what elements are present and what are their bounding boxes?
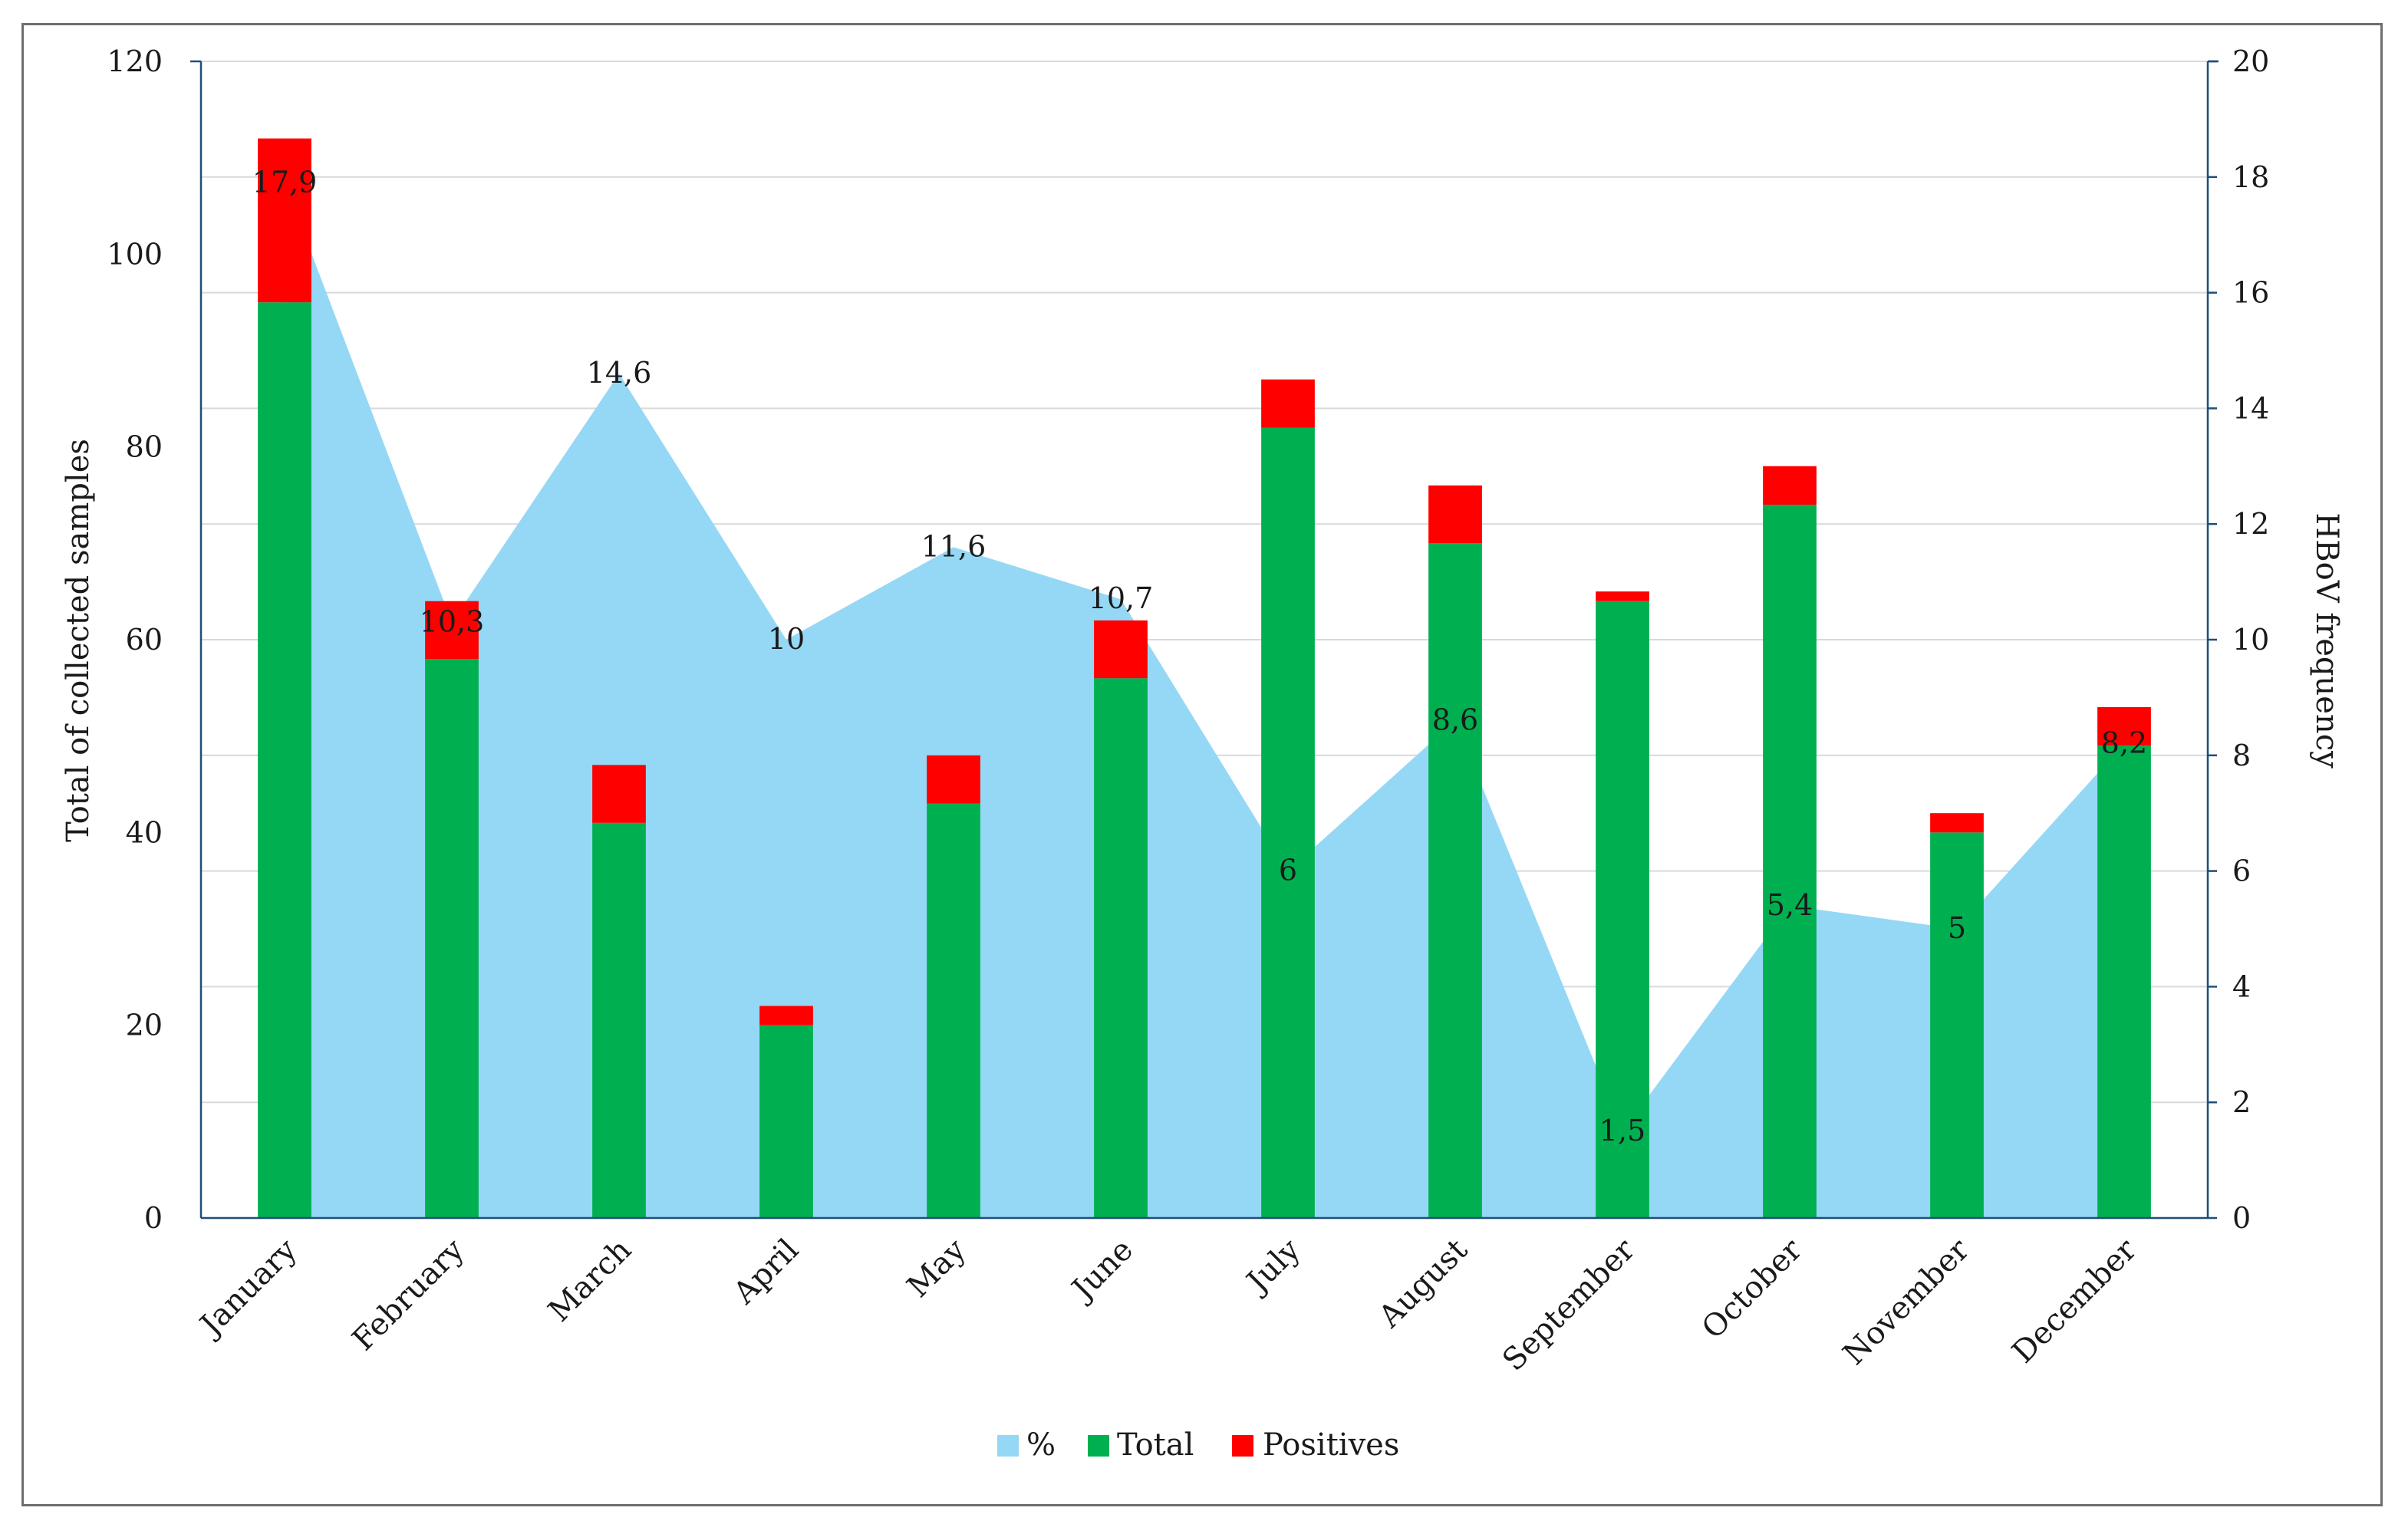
bar-positives	[1428, 485, 1482, 544]
legend-swatch-total	[1088, 1435, 1109, 1457]
y2-tick-label: 20	[2232, 44, 2269, 78]
percent-data-label: 10,3	[420, 604, 485, 638]
bar-positives	[1763, 466, 1817, 505]
percent-data-label: 1,5	[1599, 1114, 1645, 1147]
category-label: August	[1372, 1233, 1474, 1335]
y-tick-label: 100	[107, 237, 163, 271]
legend: % Total Positives	[997, 1427, 1399, 1463]
bar-positives	[759, 1006, 813, 1025]
bar-total	[425, 659, 479, 1218]
bars-layer	[258, 138, 2151, 1219]
bar-positives	[592, 765, 646, 823]
bar-positives	[2097, 706, 2151, 746]
bar-positives	[1261, 379, 1315, 428]
bar-total	[258, 302, 311, 1219]
y2-tick-label: 0	[2232, 1201, 2251, 1235]
y2-tick-label: 2	[2232, 1085, 2251, 1119]
y2-tick-label: 6	[2232, 854, 2251, 888]
data-labels: 17,9 10,3 14,6 10 11,6 10,7 6 8,6 1,5 5,4 5 8,2	[252, 165, 2148, 1147]
ticks-layer: 0 20 40 60 80 100 120 0 2 4 6 8 10 12 14 16 18 20	[107, 44, 2269, 1235]
y-tick-label: 20	[126, 1009, 163, 1042]
percent-data-label: 10,7	[1089, 581, 1154, 615]
bar-positives	[258, 138, 311, 303]
category-label: June	[1063, 1233, 1140, 1309]
category-label: February	[346, 1232, 472, 1358]
category-label: May	[901, 1232, 973, 1305]
category-labels: January February March April May June July Augu…	[192, 1232, 2144, 1378]
y2-axis-title: HBoV frequency	[2309, 512, 2344, 769]
y2-tick-label: 10	[2232, 623, 2269, 657]
bar-positives	[1596, 591, 1649, 601]
bar-total	[592, 822, 646, 1218]
y2-tick-label: 16	[2232, 276, 2269, 310]
percent-area-layer	[285, 183, 2124, 1219]
y-tick-label: 40	[126, 815, 163, 849]
bar-total	[1261, 427, 1315, 1218]
y2-tick-label: 14	[2232, 391, 2269, 425]
legend-label-percent: %	[1026, 1427, 1056, 1463]
category-label: July	[1238, 1232, 1307, 1301]
bar-positives	[1094, 620, 1148, 679]
y2-tick-label: 8	[2232, 739, 2251, 772]
percent-data-label: 6	[1279, 854, 1297, 887]
percent-data-label: 11,6	[921, 529, 987, 563]
percent-data-label: 14,6	[587, 356, 652, 390]
legend-swatch-positives	[1232, 1435, 1253, 1457]
category-label: September	[1496, 1232, 1642, 1378]
bar-positives	[425, 601, 479, 660]
bar-total	[1094, 678, 1148, 1218]
percent-area	[285, 183, 2124, 1219]
bar-total	[1930, 832, 1984, 1218]
bar-total	[1596, 601, 1649, 1218]
percent-data-label: 10	[768, 622, 805, 656]
category-label: March	[542, 1233, 638, 1329]
bar-total	[1763, 505, 1817, 1218]
y2-tick-label: 18	[2232, 160, 2269, 194]
legend-label-total: Total	[1117, 1427, 1194, 1463]
percent-data-label: 17,9	[252, 165, 318, 199]
bar-total	[2097, 746, 2151, 1218]
bar-total	[759, 1025, 813, 1218]
bar-positives	[927, 755, 980, 804]
category-label: October	[1695, 1232, 1810, 1346]
y-axis-title: Total of collected samples	[61, 439, 96, 842]
percent-data-label: 5,4	[1767, 888, 1813, 922]
y2-tick-label: 12	[2232, 507, 2269, 541]
legend-swatch-percent	[997, 1435, 1019, 1457]
category-label: January	[192, 1232, 305, 1345]
bar-total	[927, 803, 980, 1218]
y-tick-label: 60	[126, 623, 163, 657]
legend-label-positives: Positives	[1263, 1427, 1399, 1463]
percent-data-label: 5	[1948, 911, 1966, 945]
bar-positives	[1930, 813, 1984, 833]
category-label: December	[2005, 1232, 2143, 1370]
chart-frame	[21, 23, 2383, 1506]
y-tick-label: 80	[126, 430, 163, 464]
bar-total	[1428, 543, 1482, 1218]
percent-data-label: 8,2	[2101, 726, 2147, 760]
category-label: November	[1836, 1232, 1977, 1372]
category-label: April	[726, 1233, 805, 1312]
y-tick-label: 120	[107, 44, 163, 78]
y-tick-label: 0	[144, 1201, 163, 1235]
percent-data-label: 8,6	[1432, 703, 1478, 737]
y2-tick-label: 4	[2232, 969, 2251, 1003]
